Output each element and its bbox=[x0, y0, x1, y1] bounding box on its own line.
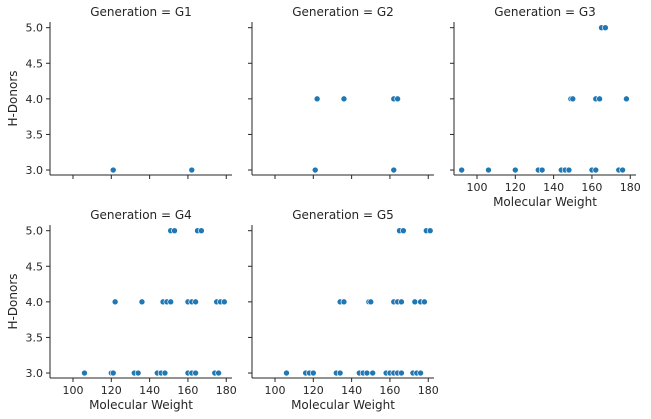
y-axis-label-g4: H-Donors bbox=[6, 273, 20, 329]
x-tick-label-g5: 180 bbox=[418, 384, 439, 397]
x-tick-label-g4: 120 bbox=[101, 384, 122, 397]
x-tick-label-g4: 180 bbox=[216, 384, 237, 397]
x-tick-label-g3: 120 bbox=[505, 181, 526, 194]
data-point-g5 bbox=[310, 369, 317, 377]
data-point-g5 bbox=[363, 369, 371, 377]
y-tick-label-g1: 3.5 bbox=[26, 128, 44, 141]
x-tick-label-g3: 100 bbox=[466, 181, 487, 194]
data-point-g4 bbox=[192, 369, 199, 377]
data-point-g3 bbox=[538, 166, 546, 174]
data-point-g3 bbox=[623, 95, 630, 103]
data-point-g4 bbox=[138, 298, 146, 306]
data-point-g5 bbox=[367, 298, 375, 306]
y-tick-label-g4: 3.5 bbox=[26, 331, 44, 344]
data-point-g5 bbox=[398, 298, 405, 306]
data-point-g4 bbox=[198, 227, 205, 234]
data-point-g2 bbox=[311, 166, 319, 174]
y-tick-label-g4: 4.0 bbox=[26, 296, 44, 309]
x-tick-label-g5: 100 bbox=[264, 384, 285, 397]
data-point-g5 bbox=[398, 369, 405, 377]
data-point-g3 bbox=[485, 166, 492, 174]
data-point-g4 bbox=[215, 369, 222, 377]
x-axis-label-g4: Molecular Weight bbox=[89, 398, 193, 412]
x-tick-label-g5: 140 bbox=[341, 384, 362, 397]
x-tick-label-g4: 140 bbox=[139, 384, 160, 397]
data-point-g5 bbox=[340, 298, 348, 306]
data-point-g4 bbox=[171, 227, 178, 234]
y-tick-label-g1: 4.0 bbox=[26, 93, 44, 106]
data-point-g5 bbox=[411, 298, 419, 306]
x-tick-label-g3: 180 bbox=[620, 181, 641, 194]
data-point-g3 bbox=[512, 166, 519, 174]
data-point-g5 bbox=[417, 369, 424, 377]
panel-title-g4: Generation = G4 bbox=[90, 208, 192, 222]
x-tick-label-g3: 140 bbox=[543, 181, 564, 194]
data-point-g2 bbox=[340, 95, 348, 103]
data-point-g4 bbox=[192, 298, 199, 306]
x-tick-label-g5: 160 bbox=[379, 384, 400, 397]
data-point-g5 bbox=[336, 369, 344, 377]
data-point-g4 bbox=[167, 298, 174, 306]
y-tick-label-g4: 5.0 bbox=[26, 225, 44, 238]
data-point-g3 bbox=[619, 166, 626, 174]
data-point-g1 bbox=[109, 166, 117, 174]
x-tick-label-g3: 160 bbox=[581, 181, 602, 194]
data-point-g4 bbox=[134, 369, 142, 377]
y-tick-label-g1: 4.5 bbox=[26, 57, 44, 70]
data-point-g5 bbox=[400, 227, 407, 234]
data-point-g1 bbox=[188, 166, 196, 174]
data-point-g4 bbox=[109, 369, 117, 377]
x-tick-label-g5: 120 bbox=[303, 384, 324, 397]
panel-title-g2: Generation = G2 bbox=[292, 5, 394, 19]
panel-title-g1: Generation = G1 bbox=[90, 5, 192, 19]
data-point-g5 bbox=[421, 298, 428, 306]
data-point-g2 bbox=[390, 166, 398, 174]
data-point-g5 bbox=[426, 227, 434, 234]
y-tick-label-g1: 3.0 bbox=[26, 164, 44, 177]
data-point-g5 bbox=[369, 369, 376, 377]
data-point-g3 bbox=[569, 95, 577, 103]
data-point-g4 bbox=[111, 298, 119, 306]
data-point-g4 bbox=[161, 369, 169, 377]
x-tick-label-g4: 160 bbox=[177, 384, 198, 397]
data-point-g2 bbox=[394, 95, 401, 103]
data-point-g4 bbox=[81, 369, 88, 377]
data-point-g4 bbox=[221, 298, 228, 306]
x-axis-label-g3: Molecular Weight bbox=[493, 195, 597, 209]
y-tick-label-g1: 5.0 bbox=[26, 22, 44, 35]
y-tick-label-g4: 4.5 bbox=[26, 260, 44, 273]
data-point-g3 bbox=[596, 95, 603, 103]
data-point-g5 bbox=[283, 369, 290, 377]
x-axis-label-g5: Molecular Weight bbox=[291, 398, 395, 412]
data-point-g2 bbox=[313, 95, 321, 103]
data-point-g3 bbox=[592, 166, 600, 174]
y-tick-label-g4: 3.0 bbox=[26, 367, 44, 380]
y-axis-label-g1: H-Donors bbox=[6, 70, 20, 126]
panel-title-g3: Generation = G3 bbox=[494, 5, 596, 19]
x-tick-label-g4: 100 bbox=[62, 384, 83, 397]
data-point-g3 bbox=[565, 166, 573, 174]
data-point-g3 bbox=[602, 24, 609, 31]
panel-title-g5: Generation = G5 bbox=[292, 208, 394, 222]
data-point-g3 bbox=[458, 166, 465, 174]
